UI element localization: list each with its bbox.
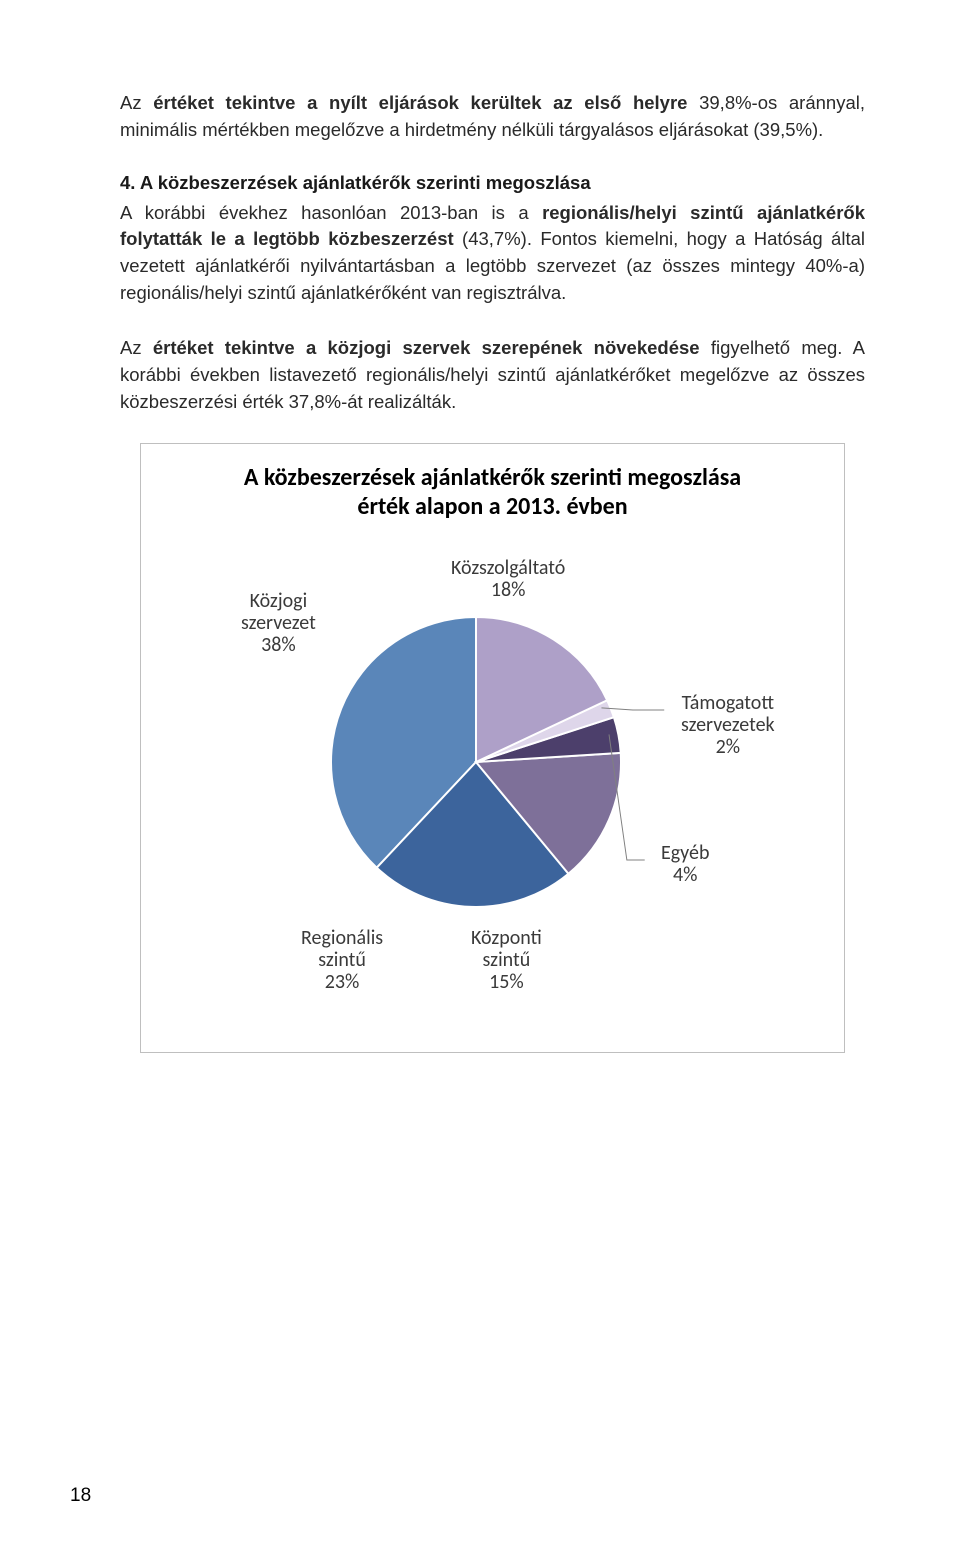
pie-label-l2: 4% <box>673 863 697 887</box>
pie-label-l2: szintű <box>483 948 531 972</box>
page: Az értéket tekintve a nyílt eljárások ke… <box>0 0 960 1557</box>
pie-label: Központiszintű15% <box>471 927 542 993</box>
pie-label-l2: szervezetek <box>681 713 775 737</box>
pie-label-l1: Támogatott <box>682 691 774 715</box>
pie-label-l1: Közszolgáltató <box>451 556 565 580</box>
pie-label-l3: 23% <box>325 970 360 994</box>
chart-title-l2: érték alapon a 2013. évben <box>357 492 627 521</box>
chart-title: A közbeszerzések ajánlatkérők szerinti m… <box>151 464 834 522</box>
pie-label-l1: Regionális <box>301 926 383 950</box>
paragraph-3: Az értéket tekintve a közjogi szervek sz… <box>120 335 865 415</box>
pie-label-l3: 38% <box>261 633 296 657</box>
pie-label: Támogatottszervezetek2% <box>681 692 775 758</box>
pie-label-l2: szintű <box>318 948 366 972</box>
pie-label-l1: Központi <box>471 926 542 950</box>
pie-label-l2: szervezet <box>241 611 316 635</box>
page-number: 18 <box>70 1485 91 1507</box>
section-title-text: A közbeszerzések ajánlatkérők szerinti m… <box>140 172 591 193</box>
pie-label-l2: 18% <box>491 578 526 602</box>
pie-label-l3: 2% <box>716 735 740 759</box>
pie-label: Regionálisszintű23% <box>301 927 383 993</box>
paragraph-2: A korábbi évekhez hasonlóan 2013-ban is … <box>120 200 865 307</box>
para3-bold: értéket tekintve a közjogi szervek szere… <box>153 337 700 358</box>
pie-label: Egyéb4% <box>661 842 709 886</box>
para1-pre: Az <box>120 92 153 113</box>
chart-title-l1: A közbeszerzések ajánlatkérők szerinti m… <box>244 463 741 492</box>
section-num: 4. <box>120 172 135 193</box>
pie-wrap: Közjogiszervezet38%Regionálisszintű23%Kö… <box>151 552 834 982</box>
pie-chart-container: A közbeszerzések ajánlatkérők szerinti m… <box>140 443 845 1053</box>
pie-label-l1: Egyéb <box>661 841 709 865</box>
para1-bold: értéket tekintve a nyílt eljárások kerül… <box>153 92 687 113</box>
leader-line <box>609 734 645 860</box>
para2-pre: A korábbi évekhez hasonlóan 2013-ban is … <box>120 202 542 223</box>
paragraph-1: Az értéket tekintve a nyílt eljárások ke… <box>120 90 865 144</box>
pie-label-l1: Közjogi <box>250 589 308 613</box>
pie-label: Közszolgáltató18% <box>451 557 565 601</box>
pie-label-l3: 15% <box>489 970 524 994</box>
leader-line <box>601 708 664 710</box>
pie-label: Közjogiszervezet38% <box>241 590 316 656</box>
para3-pre: Az <box>120 337 153 358</box>
section-heading: 4. A közbeszerzések ajánlatkérők szerint… <box>120 172 865 194</box>
